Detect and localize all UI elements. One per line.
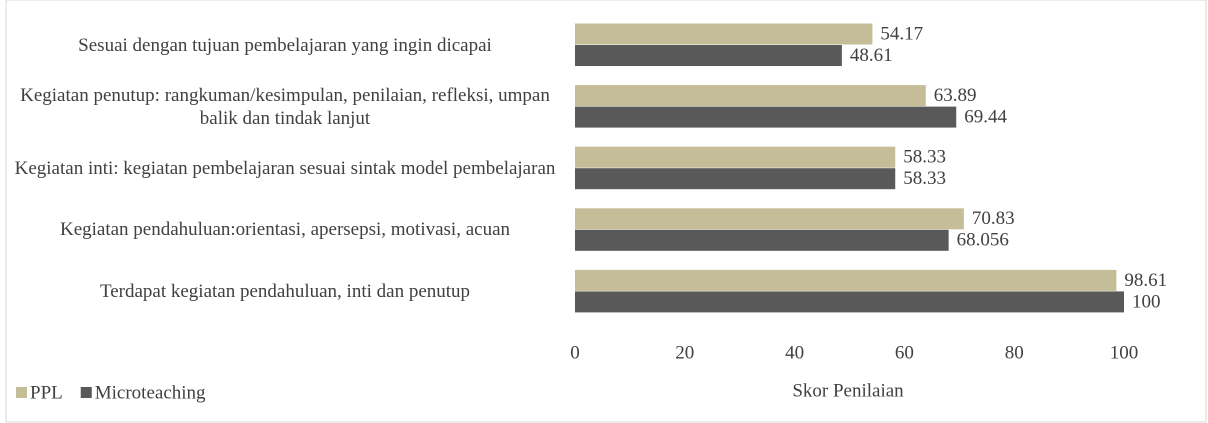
value-label: 98.61 (1124, 270, 1167, 291)
value-label: 54.17 (880, 23, 923, 44)
value-label: 69.44 (964, 106, 1007, 127)
y-tick-label: Kegiatan penutup: rangkuman/kesimpulan, … (20, 84, 550, 129)
y-tick-label: Kegiatan pendahuluan:orientasi, aperseps… (59, 219, 511, 241)
x-axis-label: Skor Penilaian (792, 380, 904, 401)
bar (575, 146, 896, 168)
x-tick-label: 0 (570, 342, 580, 363)
y-tick-label: Terdapat kegiatan pendahuluan, inti dan … (99, 280, 471, 302)
x-tick-label: 40 (785, 342, 804, 363)
value-label: 48.61 (850, 45, 893, 66)
legend-label: PPL (30, 382, 63, 403)
value-label: 68.056 (957, 230, 1009, 251)
legend-label: Microteaching (95, 382, 206, 403)
bar (575, 269, 1117, 291)
bar (575, 208, 964, 230)
bar (575, 229, 949, 251)
category-label-box: Kegiatan inti: kegiatan pembelajaran ses… (14, 157, 556, 179)
category-label-box: Kegiatan pendahuluan:orientasi, aperseps… (59, 219, 511, 241)
y-tick-label: Sesuai dengan tujuan pembelajaran yang i… (78, 34, 492, 56)
category-label-box: Kegiatan penutup: rangkuman/kesimpulan, … (20, 84, 550, 129)
value-label: 100 (1132, 291, 1161, 312)
bar (575, 291, 1124, 313)
legend-swatch (16, 387, 27, 398)
bar (575, 168, 896, 190)
category-label-box: Terdapat kegiatan pendahuluan, inti dan … (99, 280, 471, 302)
y-tick-label: Kegiatan inti: kegiatan pembelajaran ses… (14, 157, 556, 179)
x-tick-label: 80 (1005, 342, 1024, 363)
bar (575, 23, 873, 45)
legend-swatch (80, 387, 92, 398)
x-tick-label: 20 (675, 342, 694, 363)
value-label: 70.83 (972, 208, 1015, 229)
value-label: 58.33 (903, 147, 946, 168)
category-label-box: Sesuai dengan tujuan pembelajaran yang i… (78, 34, 492, 56)
x-tick-label: 60 (895, 342, 914, 363)
bar (575, 45, 842, 66)
chart-border (5, 0, 1207, 423)
value-label: 58.33 (903, 168, 946, 189)
bar (575, 85, 926, 107)
x-tick-label: 100 (1110, 342, 1139, 363)
bar (575, 106, 957, 128)
value-label: 63.89 (934, 85, 977, 106)
